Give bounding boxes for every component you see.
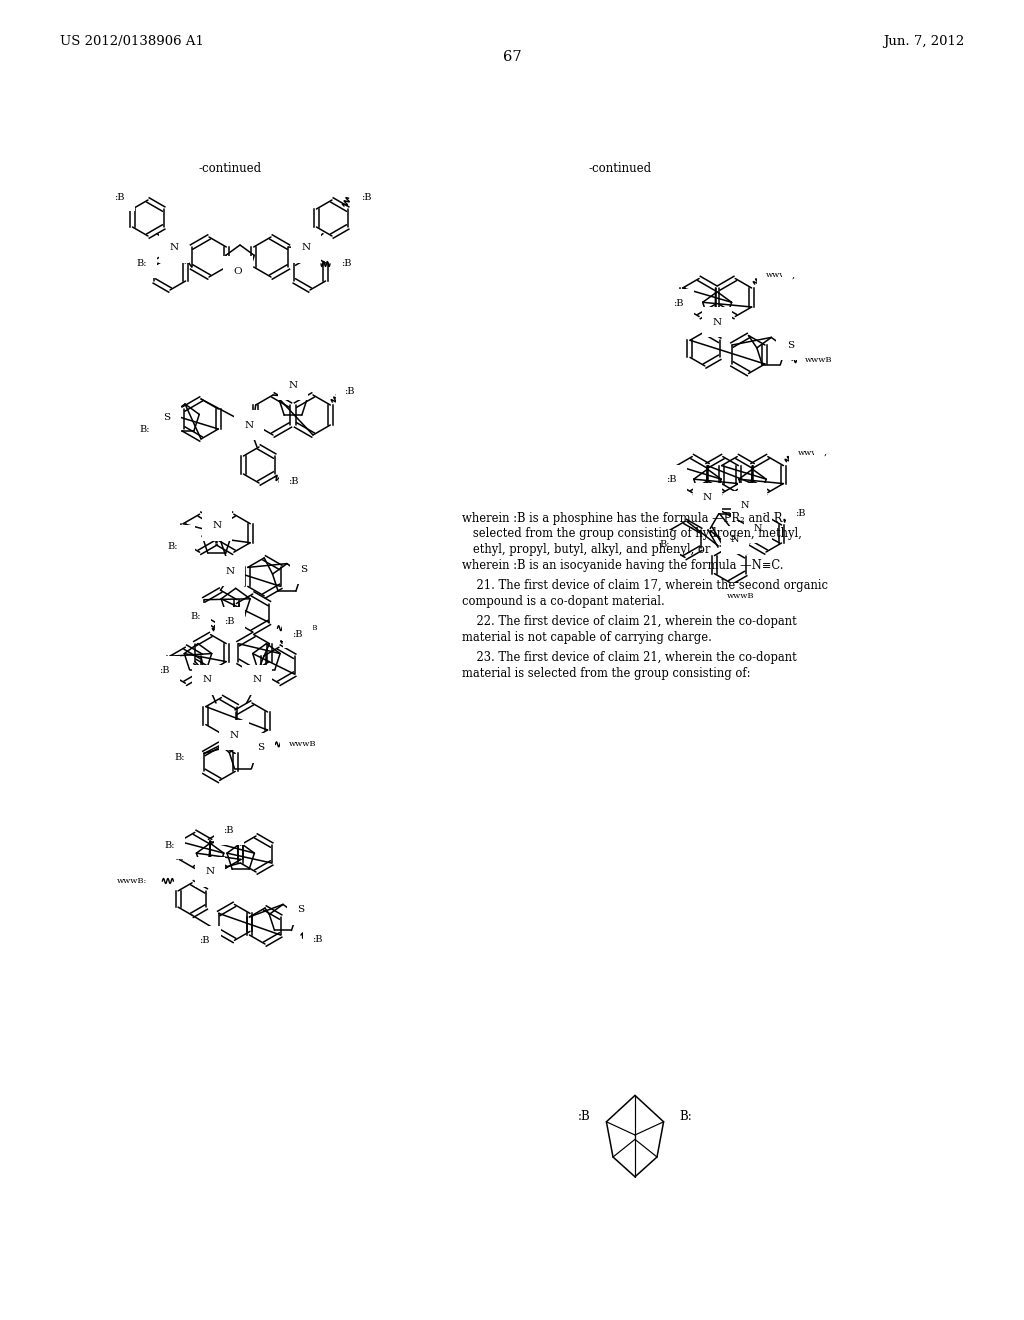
Text: :B: :B: [674, 300, 684, 308]
Text: B:: B:: [164, 841, 175, 850]
Text: ,: ,: [824, 447, 827, 457]
Text: ethyl, propyl, butyl, alkyl, and phenyl, or: ethyl, propyl, butyl, alkyl, and phenyl,…: [462, 543, 711, 556]
Text: S: S: [257, 743, 264, 752]
Text: compound is a co-dopant material.: compound is a co-dopant material.: [462, 594, 665, 607]
Text: S: S: [786, 341, 794, 350]
Text: N: N: [748, 494, 757, 503]
Text: wwwB: wwwB: [291, 624, 318, 632]
Text: :B: :B: [313, 936, 324, 945]
Text: B:: B:: [175, 752, 185, 762]
Text: N: N: [731, 535, 739, 544]
Text: wwwB: wwwB: [805, 356, 833, 364]
Text: N: N: [229, 731, 239, 741]
Text: -continued: -continued: [199, 162, 261, 176]
Text: :B: :B: [578, 1110, 591, 1123]
Text: N: N: [289, 380, 298, 389]
Text: wwwB: wwwB: [727, 591, 754, 599]
Text: :B: :B: [796, 508, 806, 517]
Text: selected from the group consisting of hydrogen, methyl,: selected from the group consisting of hy…: [462, 528, 802, 540]
Text: :B: :B: [224, 826, 234, 836]
Text: :B: :B: [174, 535, 185, 544]
Text: N: N: [225, 566, 234, 576]
Text: wwwB:: wwwB:: [117, 876, 147, 884]
Text: S: S: [300, 565, 307, 574]
Text: N: N: [754, 524, 762, 533]
Text: wherein :B is an isocyanide having the formula —N≡C.: wherein :B is an isocyanide having the f…: [462, 558, 783, 572]
Text: 22. The first device of claim ​21, wherein the co-dopant: 22. The first device of claim ​21, where…: [462, 615, 797, 628]
Text: :B: :B: [115, 193, 125, 202]
Text: S: S: [297, 906, 304, 915]
Text: N: N: [245, 421, 254, 429]
Text: :B: :B: [342, 260, 352, 268]
Text: wwwB: wwwB: [766, 271, 794, 279]
Text: N: N: [253, 675, 262, 684]
Text: B:: B:: [168, 543, 178, 550]
Text: wwwB: wwwB: [798, 449, 825, 457]
Text: US 2012/0138906 A1: US 2012/0138906 A1: [60, 36, 204, 48]
Text: N: N: [740, 502, 750, 510]
Text: :B: :B: [667, 475, 678, 484]
Text: -continued: -continued: [589, 162, 651, 176]
Text: N: N: [702, 494, 712, 503]
Text: O: O: [233, 267, 243, 276]
Text: N: N: [713, 318, 722, 327]
Text: :B: :B: [362, 193, 373, 202]
Text: :B: :B: [201, 936, 211, 945]
Text: B:: B:: [137, 260, 147, 268]
Text: S: S: [164, 412, 171, 421]
Text: 23. The first device of claim ​21, wherein the co-dopant: 23. The first device of claim ​21, where…: [462, 651, 797, 664]
Text: N: N: [301, 243, 310, 252]
Text: B:: B:: [190, 612, 201, 622]
Text: material is not capable of carrying charge.: material is not capable of carrying char…: [462, 631, 712, 644]
Text: wwwB: wwwB: [289, 741, 315, 748]
Text: :B: :B: [293, 630, 303, 639]
Text: :B: :B: [224, 618, 236, 626]
Text: material is selected from the group consisting of:: material is selected from the group cons…: [462, 667, 751, 680]
Text: B:: B:: [139, 425, 151, 433]
Text: wherein :B is a phosphine has the formula —PR₂ and R: wherein :B is a phosphine has the formul…: [462, 512, 782, 525]
Text: ,: ,: [793, 271, 796, 280]
Text: B:: B:: [679, 1110, 692, 1123]
Text: :B: :B: [345, 388, 355, 396]
Text: N: N: [212, 521, 221, 531]
Text: N: N: [206, 867, 215, 876]
Text: 21. The first device of claim ​17, wherein the second organic: 21. The first device of claim ​17, where…: [462, 579, 828, 591]
Text: :B: :B: [289, 478, 299, 487]
Text: N: N: [203, 675, 212, 684]
Text: Jun. 7, 2012: Jun. 7, 2012: [883, 36, 964, 48]
Text: 67: 67: [503, 50, 521, 63]
Text: :B: :B: [160, 665, 171, 675]
Text: N: N: [169, 243, 178, 252]
Text: B:: B:: [659, 540, 671, 549]
